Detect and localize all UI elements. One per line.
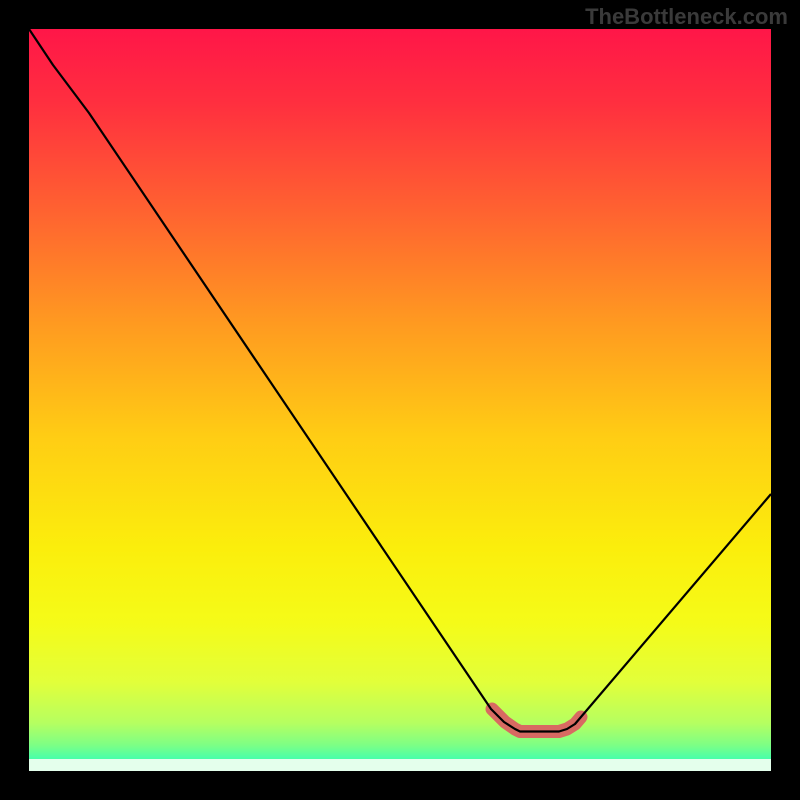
watermark-text: TheBottleneck.com: [585, 4, 788, 30]
curve-layer: [29, 29, 771, 771]
bottleneck-curve: [29, 29, 771, 732]
plot-area: [29, 29, 771, 771]
